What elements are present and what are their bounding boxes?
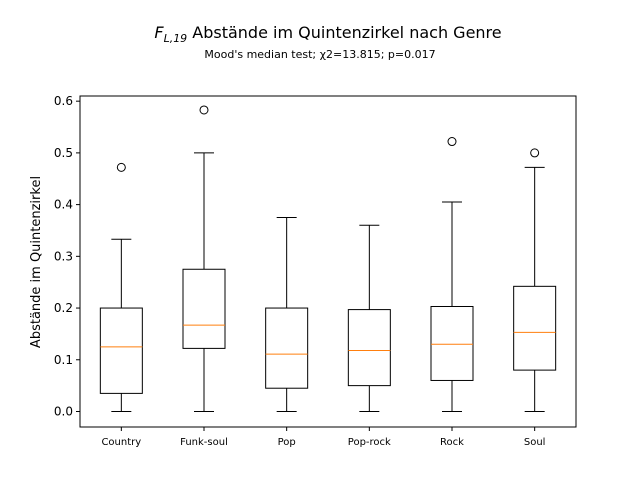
x-tick-label: Pop bbox=[278, 437, 296, 448]
plot-area: 0.0 0.1 0.2 0.3 0.4 0.5 0.6 Country Funk-soul Pop… bbox=[54, 94, 577, 448]
outlier-point bbox=[199, 105, 209, 115]
y-tick-label: 0.2 bbox=[54, 301, 73, 315]
box bbox=[182, 268, 226, 349]
y-tick-label: 0.4 bbox=[54, 198, 73, 212]
y-tick-label: 0.3 bbox=[54, 249, 73, 263]
chart-subtitle: Mood's median test; χ2=13.815; p=0.017 bbox=[204, 48, 435, 61]
y-axis-label: Abstände im Quintenzirkel bbox=[29, 176, 44, 348]
y-tick-label: 0.1 bbox=[54, 353, 73, 367]
chart-title: FL,19 Abstände im Quintenzirkel nach Gen… bbox=[154, 23, 501, 45]
title-rest: Abstände im Quintenzirkel nach Genre bbox=[187, 23, 501, 42]
axes-frame bbox=[79, 95, 577, 428]
x-tick-label: Country bbox=[101, 437, 141, 448]
outlier-point bbox=[116, 162, 126, 172]
y-tick-label: 0.5 bbox=[54, 146, 73, 160]
box bbox=[99, 307, 143, 394]
title-subscript: L,19 bbox=[164, 32, 188, 45]
y-tick-label: 0.0 bbox=[54, 404, 73, 418]
box bbox=[347, 309, 391, 387]
outlier-point bbox=[530, 148, 540, 158]
outlier-point bbox=[447, 137, 457, 147]
box bbox=[513, 285, 557, 371]
box bbox=[265, 307, 309, 389]
x-tick-label: Soul bbox=[524, 437, 546, 448]
x-tick-label: Pop-rock bbox=[348, 437, 391, 448]
y-tick-label: 0.6 bbox=[54, 94, 73, 108]
title-symbol: F bbox=[154, 23, 164, 42]
x-tick-label: Rock bbox=[440, 437, 464, 448]
box bbox=[430, 305, 474, 381]
x-tick-label: Funk-soul bbox=[180, 437, 228, 448]
